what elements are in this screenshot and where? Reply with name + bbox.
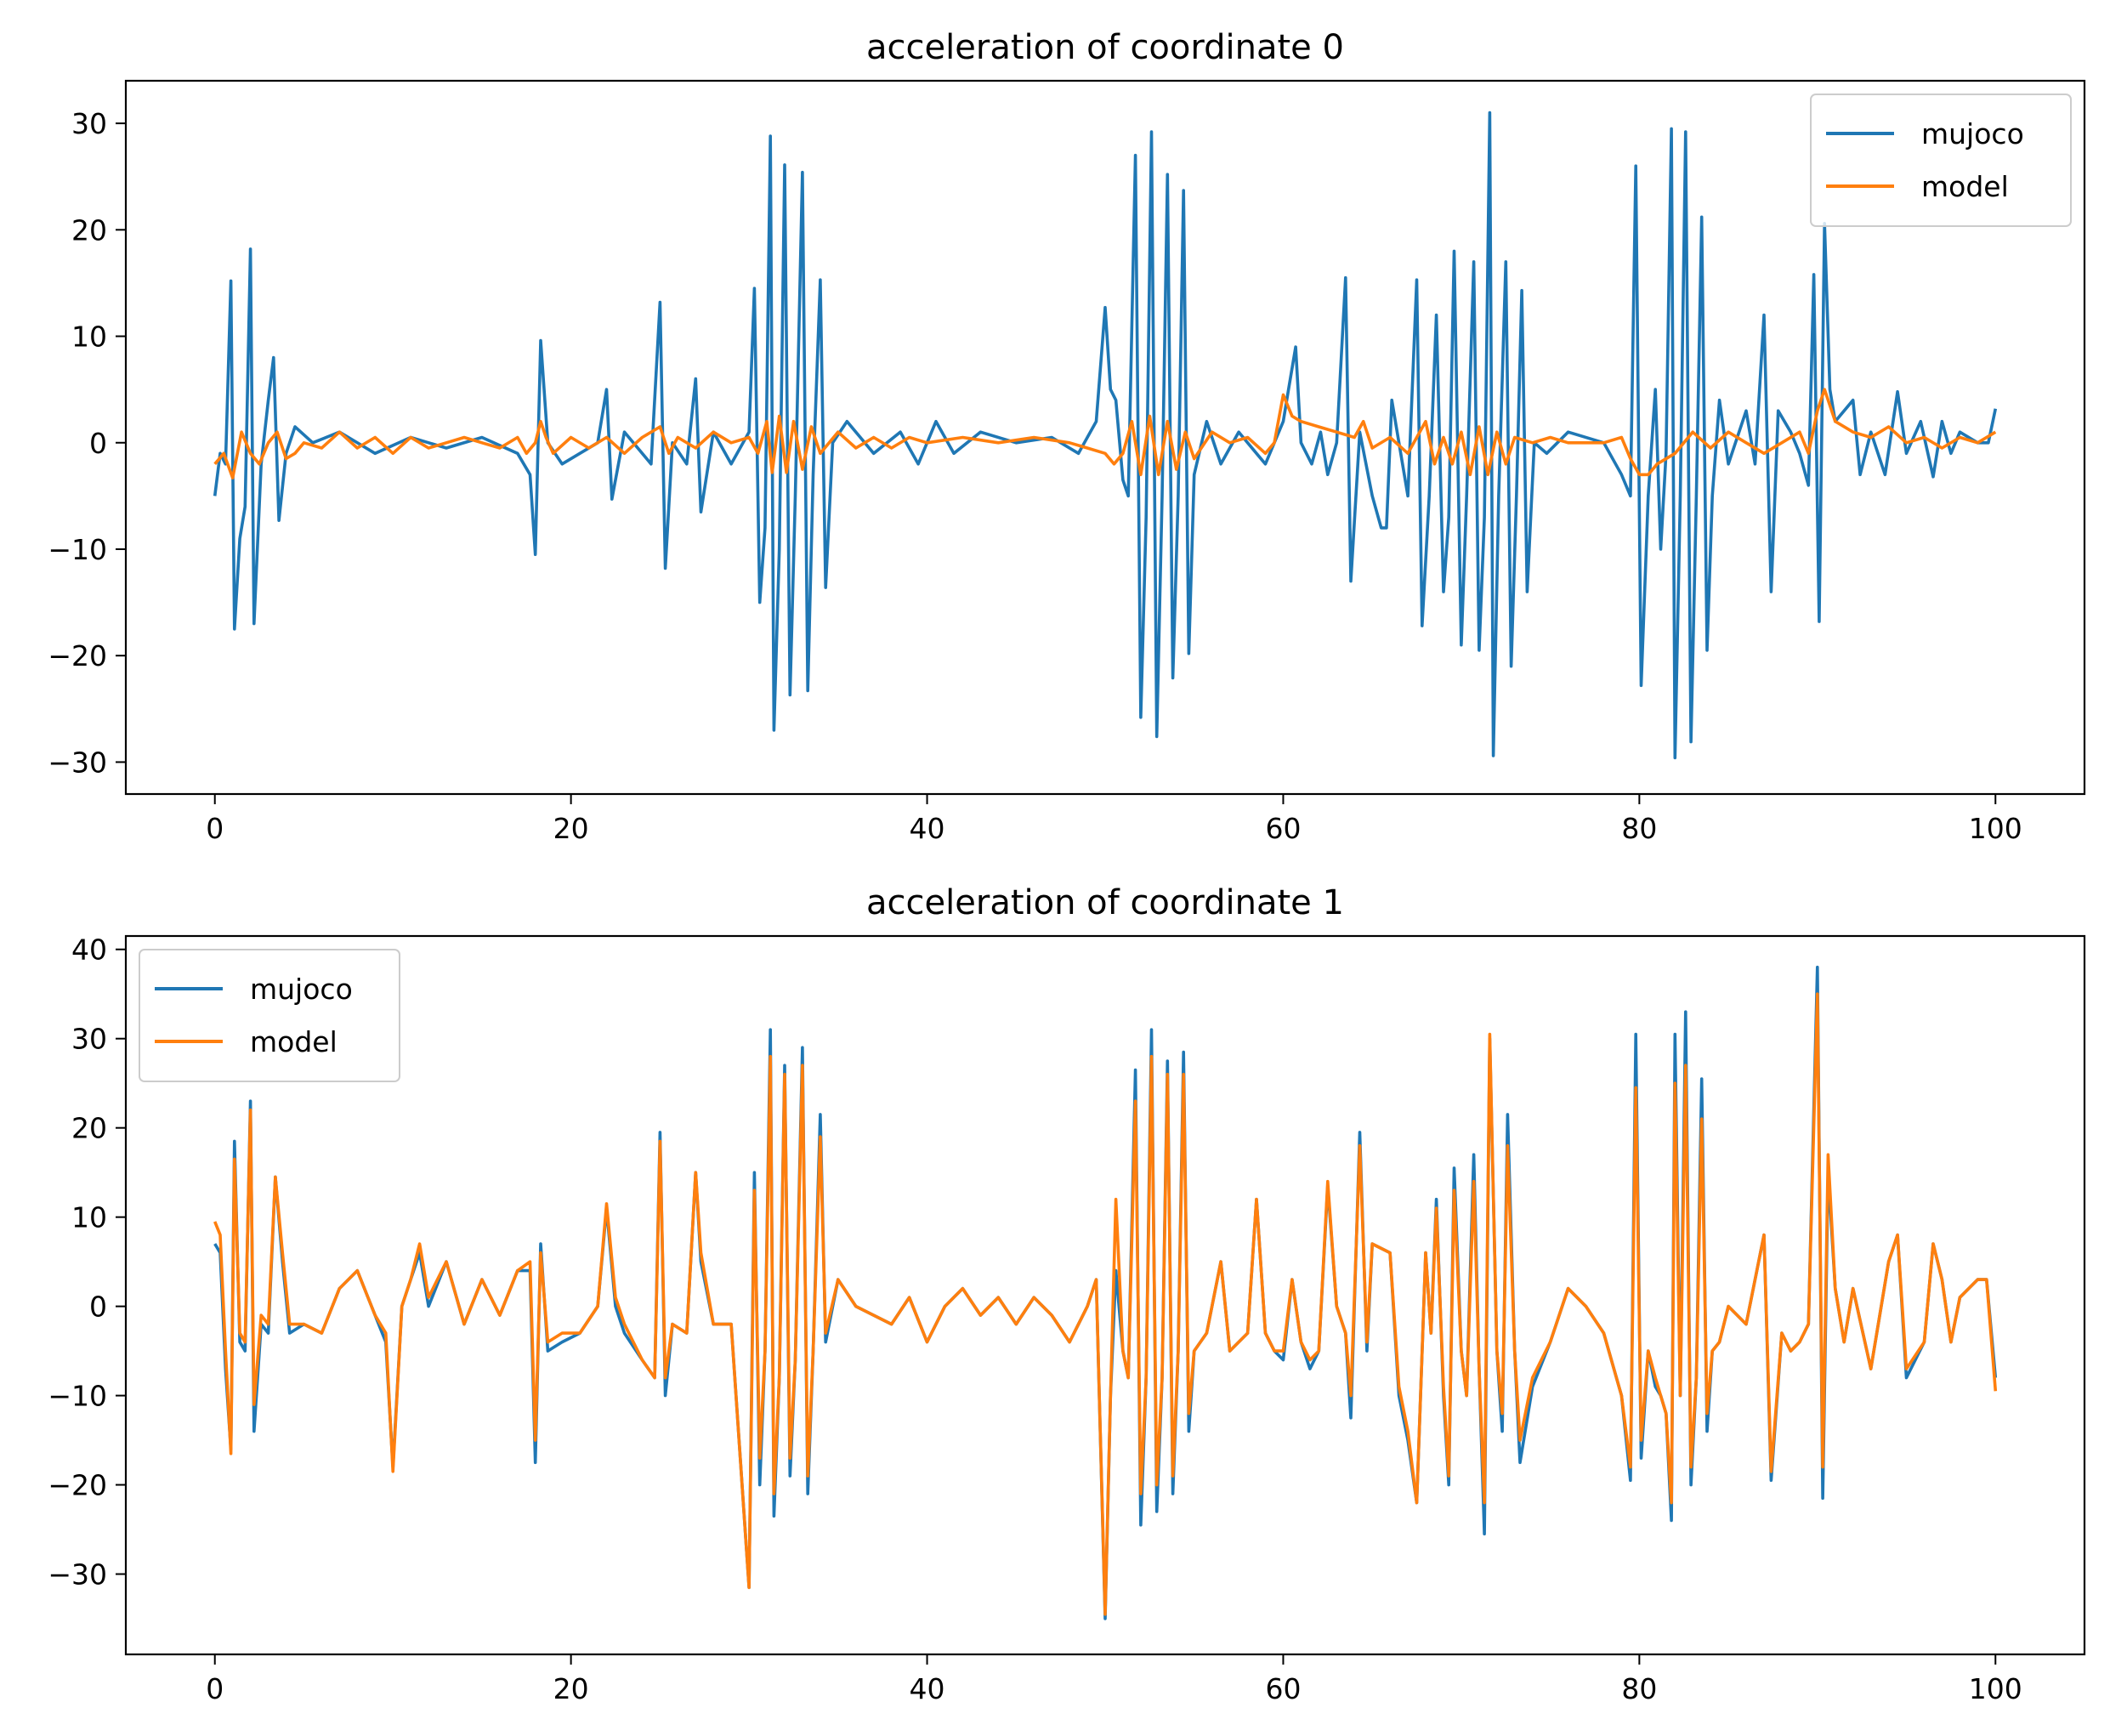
series-lines (213, 111, 1998, 760)
x-tick-label: 40 (910, 812, 945, 845)
chart-title: acceleration of coordinate 1 (866, 883, 1344, 922)
x-tick-label: 20 (553, 812, 589, 845)
axes-frame (124, 79, 2086, 796)
y-tick-label: 0 (89, 1291, 107, 1324)
x-tick-label: 0 (206, 812, 224, 845)
x-tick-label: 20 (553, 1672, 589, 1705)
x-tick-label: 0 (206, 1672, 224, 1705)
legend-box (139, 949, 400, 1082)
series-line-model (213, 388, 1997, 479)
x-tick-label: 80 (1621, 812, 1657, 845)
y-tick-label: −20 (48, 1469, 107, 1502)
legend: mujoco model (139, 949, 400, 1082)
subplot-coordinate-0: acceleration of coordinate 0 0 20 40 60 80 10… (48, 28, 2086, 845)
x-tick-label: 60 (1265, 812, 1301, 845)
series-lines (213, 965, 1998, 1620)
y-tick-label: 20 (71, 1112, 107, 1145)
x-tick-label: 80 (1621, 1672, 1657, 1705)
x-axis-ticks: 0 20 40 60 80 100 (206, 1654, 2022, 1705)
legend: mujoco model (1810, 94, 2072, 227)
legend-label-mujoco: mujoco (250, 973, 353, 1006)
y-tick-label: 30 (71, 107, 107, 140)
legend-box (1810, 94, 2072, 227)
legend-label-model: model (250, 1025, 337, 1058)
y-tick-label: 40 (71, 933, 107, 967)
chart-title: acceleration of coordinate 0 (866, 28, 1344, 67)
legend-label-mujoco: mujoco (1921, 117, 2024, 150)
y-tick-label: −30 (48, 1558, 107, 1591)
subplot-coordinate-1: acceleration of coordinate 1 0 20 40 60 80 10… (48, 883, 2086, 1705)
x-tick-label: 100 (1969, 812, 2022, 845)
x-axis-ticks: 0 20 40 60 80 100 (206, 794, 2022, 845)
y-axis-ticks: −30 −20 −10 0 10 20 30 (48, 107, 126, 779)
x-tick-label: 40 (910, 1672, 945, 1705)
series-line-model (213, 992, 1998, 1616)
x-tick-label: 60 (1265, 1672, 1301, 1705)
y-axis-ticks: −30 −20 −10 0 10 20 30 40 (48, 933, 126, 1591)
y-tick-label: 0 (89, 427, 107, 460)
y-tick-label: 20 (71, 213, 107, 247)
y-tick-label: −10 (48, 1380, 107, 1413)
y-tick-label: 30 (71, 1023, 107, 1056)
y-tick-label: −30 (48, 746, 107, 779)
axes-frame (124, 934, 2086, 1656)
y-tick-label: 10 (71, 1201, 107, 1234)
y-tick-label: 10 (71, 321, 107, 354)
legend-label-model: model (1921, 170, 2009, 203)
y-tick-label: −10 (48, 533, 107, 566)
series-line-mujoco (213, 111, 1998, 760)
y-tick-label: −20 (48, 639, 107, 672)
x-tick-label: 100 (1969, 1672, 2022, 1705)
